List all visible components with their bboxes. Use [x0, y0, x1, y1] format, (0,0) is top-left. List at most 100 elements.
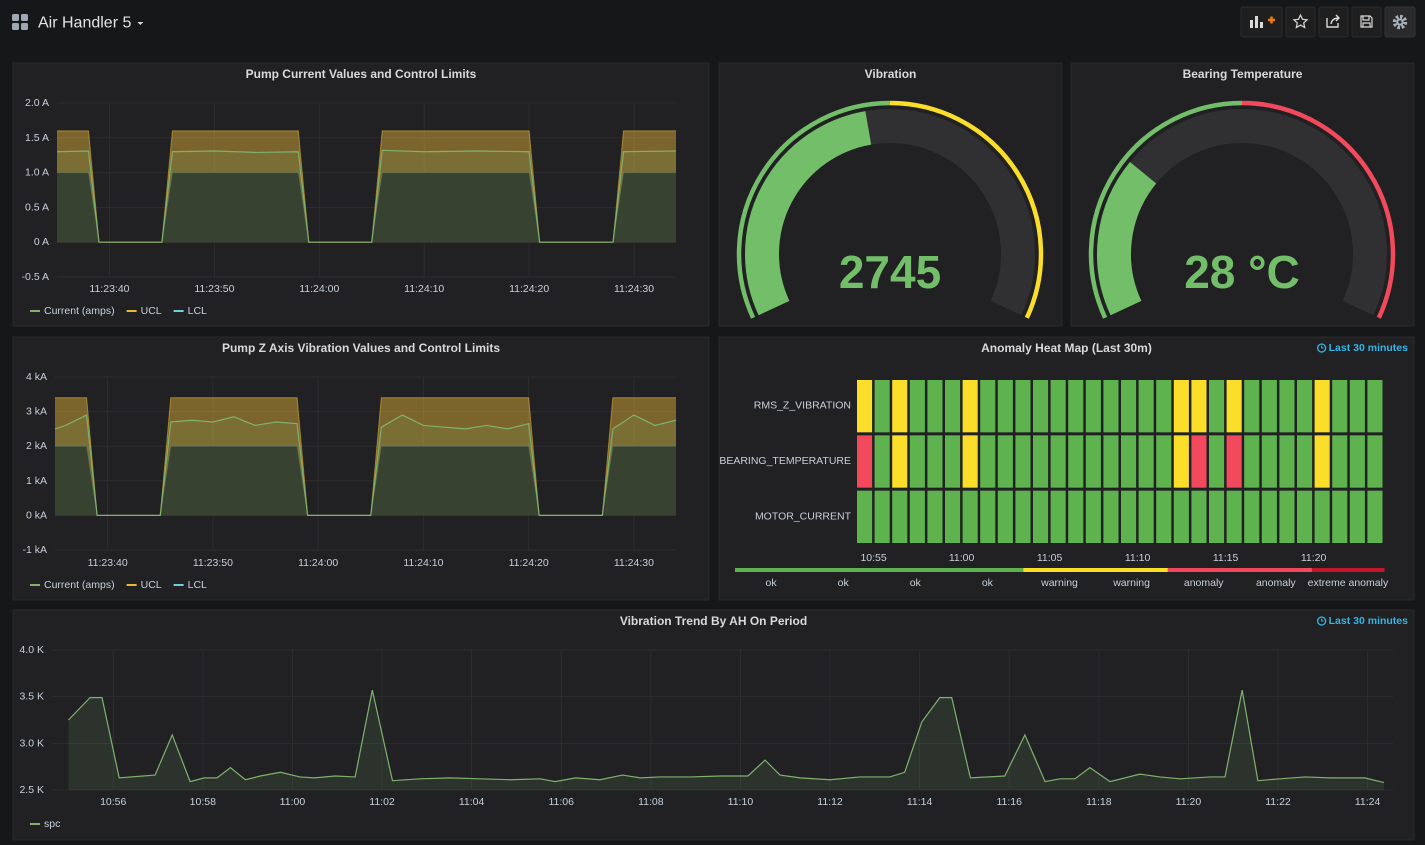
toolbar — [1240, 6, 1416, 38]
heatmap-cell — [1297, 380, 1313, 433]
scale-label: warning — [1040, 577, 1078, 589]
heatmap-cell — [962, 380, 978, 433]
heatmap-cell — [1297, 435, 1313, 488]
heatmap-cell — [945, 490, 961, 543]
legend-label[interactable]: Current (amps) — [44, 579, 115, 591]
heatmap-cell — [1244, 380, 1260, 433]
heatmap-cell — [1103, 380, 1119, 433]
legend-label[interactable]: LCL — [188, 305, 207, 317]
scale-segment — [735, 568, 808, 572]
star-button[interactable] — [1285, 6, 1316, 38]
y-tick-label: -1 kA — [22, 544, 47, 556]
gauge-value: 2745 — [839, 246, 941, 298]
scale-segment — [951, 568, 1024, 572]
scale-segment — [1311, 568, 1385, 572]
heatmap-cell — [1297, 490, 1313, 543]
heatmap-cell — [1209, 490, 1225, 543]
scale-label: anomaly — [1184, 577, 1224, 589]
heatmap-cell — [892, 490, 908, 543]
x-tick-label: 11:24:00 — [299, 283, 339, 295]
heatmap-cell — [892, 380, 908, 433]
x-tick-label: 11:23:50 — [194, 283, 234, 295]
x-tick-label: 11:10 — [1125, 552, 1151, 564]
heatmap-cell — [874, 490, 890, 543]
legend-label[interactable]: LCL — [188, 579, 207, 591]
heatmap-cell — [1191, 380, 1207, 433]
heatmap-cell — [927, 490, 943, 543]
heatmap-cell — [1332, 380, 1348, 433]
x-tick-label: 11:22 — [1265, 796, 1291, 808]
x-tick-label: 11:15 — [1213, 552, 1239, 564]
heatmap-cell — [945, 435, 961, 488]
heatmap-cell — [1121, 380, 1137, 433]
row-label: BEARING_TEMPERATURE — [719, 455, 851, 467]
share-button[interactable] — [1318, 6, 1349, 38]
heatmap-cell — [1279, 380, 1295, 433]
scale-label: ok — [910, 577, 922, 589]
icon-cell — [21, 23, 28, 30]
heatmap-cell — [1033, 435, 1049, 488]
settings-gear — [1392, 14, 1408, 30]
y-tick-label: 4 kA — [26, 371, 47, 383]
legend-label[interactable]: UCL — [141, 305, 162, 317]
heatmap-cell — [997, 490, 1013, 543]
heatmap-cell — [1015, 490, 1031, 543]
legend-label[interactable]: UCL — [141, 579, 162, 591]
star-icon — [1292, 13, 1309, 29]
dashboard-title[interactable]: Air Handler 5 — [38, 15, 131, 32]
x-tick-label: 11:24:20 — [509, 283, 549, 295]
heatmap-cell — [980, 435, 996, 488]
panel-title: Pump Z Axis Vibration Values and Control… — [222, 341, 500, 355]
time-range[interactable]: Last 30 minutes — [1329, 342, 1409, 354]
legend-label[interactable]: spc — [44, 818, 60, 830]
scale-label: ok — [838, 577, 850, 589]
heatmap-cell — [980, 490, 996, 543]
panel — [12, 336, 710, 601]
heatmap-cell — [1121, 435, 1137, 488]
panel-title: Anomaly Heat Map (Last 30m) — [981, 341, 1152, 355]
y-tick-label: 1.0 A — [25, 167, 49, 179]
dropdown-caret[interactable] — [137, 22, 144, 25]
x-tick-label: 11:16 — [996, 796, 1022, 808]
y-tick-label: 3.5 K — [19, 691, 44, 703]
heatmap-cell — [1050, 380, 1066, 433]
heatmap-cell — [1367, 435, 1383, 488]
time-range[interactable]: Last 30 minutes — [1329, 615, 1409, 627]
legend-label[interactable]: Current (amps) — [44, 305, 115, 317]
series-line — [67, 690, 1385, 784]
panel-title: Pump Current Values and Control Limits — [246, 67, 477, 81]
save-button[interactable] — [1351, 6, 1382, 38]
lcl-band — [57, 172, 676, 243]
heatmap-cell — [927, 435, 943, 488]
heatmap-cell — [1033, 490, 1049, 543]
heatmap-cell — [1138, 490, 1154, 543]
series-area — [68, 690, 1385, 790]
y-tick-label: 1 kA — [26, 475, 47, 487]
heatmap-cell — [1261, 435, 1277, 488]
dashboard-menu-icon[interactable] — [12, 14, 28, 30]
x-tick-label: 11:10 — [728, 796, 754, 808]
heatmap-cell — [1156, 435, 1172, 488]
heatmap-cell — [1085, 490, 1101, 543]
x-tick-label: 11:08 — [638, 796, 664, 808]
scale-label: warning — [1112, 577, 1150, 589]
heatmap-cell — [1156, 380, 1172, 433]
heatmap-cell — [980, 380, 996, 433]
heatmap-cell — [1314, 380, 1330, 433]
y-tick-label: 1.5 A — [25, 132, 49, 144]
x-tick-label: 11:04 — [459, 796, 485, 808]
series-line — [54, 414, 677, 516]
x-tick-label: 11:24:00 — [298, 557, 338, 569]
y-tick-label: 3 kA — [26, 406, 47, 418]
y-tick-label: 2.0 A — [25, 97, 49, 109]
x-tick-label: 11:24:30 — [614, 283, 654, 295]
clock-icon — [1316, 616, 1327, 626]
x-tick-label: 11:12 — [817, 796, 843, 808]
heatmap-cell — [1103, 490, 1119, 543]
heatmap-cell — [1033, 380, 1049, 433]
x-tick-label: 11:24:20 — [509, 557, 549, 569]
heatmap-cell — [1314, 435, 1330, 488]
heatmap-cell — [1332, 490, 1348, 543]
y-tick-label: 0.5 A — [25, 201, 49, 213]
